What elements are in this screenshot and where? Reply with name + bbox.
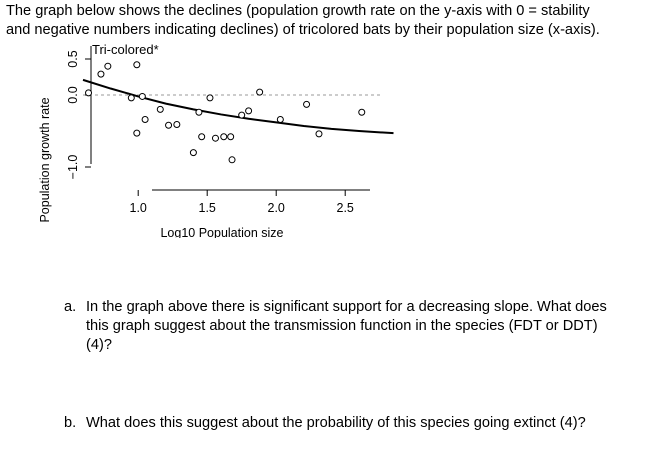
data-point bbox=[220, 133, 228, 141]
data-point bbox=[256, 88, 264, 96]
question-a-label: a. bbox=[64, 299, 77, 315]
data-point bbox=[228, 156, 236, 164]
fitted-trend-line bbox=[82, 78, 394, 135]
data-point bbox=[315, 130, 323, 138]
data-point bbox=[245, 107, 253, 115]
question-a-text: In the graph above there is significant … bbox=[86, 299, 607, 353]
data-point bbox=[104, 62, 112, 70]
x-axis-label: Log10 Population size bbox=[160, 226, 283, 238]
x-tick-label: 2.5 bbox=[337, 201, 354, 215]
question-b: b. What does this suggest about the prob… bbox=[64, 414, 624, 433]
growth-rate-scatter-chart: −1.0 0.0 0.5 1.0 1.5 2.0 2.5 Tri-colored* Log… bbox=[38, 42, 394, 238]
data-point bbox=[141, 115, 149, 123]
data-point bbox=[238, 111, 246, 119]
data-point bbox=[156, 105, 164, 113]
data-point bbox=[189, 149, 197, 157]
question-b-label: b. bbox=[64, 415, 77, 431]
question-a: a. In the graph above there is significa… bbox=[64, 298, 624, 355]
intro-line-1: The graph below shows the declines (popu… bbox=[6, 3, 590, 19]
y-axis-label: Population growth rate bbox=[38, 97, 52, 222]
data-point bbox=[173, 121, 181, 129]
data-point bbox=[198, 133, 206, 141]
data-point bbox=[276, 115, 284, 123]
data-point bbox=[206, 94, 214, 102]
x-tick-label: 1.0 bbox=[130, 201, 147, 215]
data-point bbox=[138, 92, 146, 100]
data-point bbox=[85, 89, 93, 97]
data-point bbox=[227, 133, 235, 141]
chart-axes bbox=[90, 46, 370, 191]
data-point bbox=[303, 100, 311, 108]
intro-text: The graph below shows the declines (popu… bbox=[6, 2, 636, 40]
data-point bbox=[211, 134, 219, 142]
chart-title: Tri-colored* bbox=[92, 42, 159, 57]
question-b-text: What does this suggest about the probabi… bbox=[86, 415, 586, 431]
intro-line-2: and negative numbers indicating declines… bbox=[6, 22, 600, 38]
data-point bbox=[133, 61, 141, 69]
data-point bbox=[97, 70, 105, 78]
data-point bbox=[165, 121, 173, 129]
data-point bbox=[133, 129, 141, 137]
data-point bbox=[195, 108, 203, 116]
y-tick-label: −1.0 bbox=[66, 155, 80, 180]
x-tick-label: 1.5 bbox=[199, 201, 216, 215]
y-tick-label: 0.5 bbox=[66, 50, 80, 67]
x-tick-label: 2.0 bbox=[268, 201, 285, 215]
data-point bbox=[127, 94, 135, 102]
data-point bbox=[358, 108, 366, 116]
y-tick-label: 0.0 bbox=[66, 86, 80, 103]
